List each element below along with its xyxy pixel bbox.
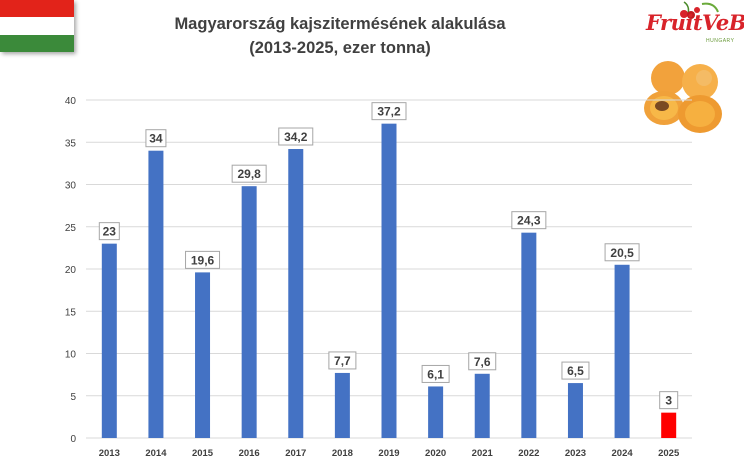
x-tick-label: 2016: [239, 448, 260, 459]
bar: [195, 272, 211, 438]
x-tick-label: 2013: [99, 448, 120, 459]
x-tick-label: 2015: [192, 448, 214, 459]
data-label-box: [98, 222, 120, 241]
chart-bars: [101, 123, 677, 438]
data-label-box: [511, 211, 547, 230]
logo-cherries-icon: [680, 1, 719, 19]
y-tick-label: 15: [65, 307, 77, 318]
data-label: 6,1: [427, 367, 444, 381]
bar: [241, 186, 257, 438]
y-tick-label: 5: [70, 392, 76, 403]
data-label-box: [371, 102, 407, 121]
data-label: 20,5: [610, 246, 634, 260]
x-axis: 2013 2014 2015 2016 2017 2018 2019 2020 2021 2022…: [99, 448, 680, 459]
data-label: 34,2: [284, 130, 308, 144]
y-tick-label: 25: [65, 223, 77, 234]
y-tick-label: 20: [65, 265, 77, 276]
data-label-box: [561, 361, 590, 380]
data-labels: 23 34 19,6 29,8 34,2 7,7 37,2 6,1 7,6 24,3 6,5 20,5…: [98, 102, 679, 410]
bar: [288, 149, 304, 438]
bar: [381, 123, 397, 438]
logo-tagline: HUNGARY: [706, 38, 735, 44]
data-label: 3: [665, 394, 672, 408]
bar: [521, 232, 537, 438]
x-tick-label: 2014: [145, 448, 167, 459]
chart-title: Magyarország kajszitermésének alakulása …: [150, 12, 530, 60]
hungarian-flag: [0, 0, 74, 52]
x-tick-label: 2019: [378, 448, 399, 459]
data-label-box: [145, 129, 167, 148]
data-label-box: [604, 243, 640, 262]
data-label-box: [328, 351, 357, 370]
bar: [567, 383, 583, 438]
y-tick-label: 30: [65, 181, 77, 192]
data-label: 7,6: [474, 355, 491, 369]
bar: [614, 264, 630, 438]
data-label: 7,7: [334, 354, 351, 368]
data-label: 29,8: [237, 167, 261, 181]
data-label-box: [185, 250, 221, 269]
bar: [474, 373, 490, 438]
data-label: 23: [103, 225, 117, 239]
y-tick-label: 0: [70, 434, 76, 445]
logo-wordmark: FruitVeB: [646, 10, 744, 35]
data-label-box: [231, 164, 267, 183]
x-tick-label: 2024: [612, 448, 634, 459]
data-label-box: [468, 352, 497, 371]
x-tick-label: 2025: [658, 448, 680, 459]
data-label: 19,6: [191, 253, 215, 267]
x-tick-label: 2018: [332, 448, 353, 459]
x-tick-label: 2021: [472, 448, 494, 459]
bar: [148, 150, 164, 438]
bar: [334, 372, 350, 438]
chart-title-line-1: Magyarország kajszitermésének alakulása: [174, 15, 506, 33]
data-label: 24,3: [517, 214, 541, 228]
data-label: 34: [149, 132, 163, 146]
x-tick-label: 2023: [565, 448, 586, 459]
y-axis: 0 5 10 15 20 25 30 35 40: [65, 96, 77, 445]
data-label-box: [421, 364, 450, 383]
fruitveb-logo: FruitVeB HUNGARY: [644, 0, 744, 48]
flag-stripe-red: [0, 0, 74, 18]
bar: [101, 243, 117, 438]
x-tick-label: 2022: [518, 448, 539, 459]
bar: [661, 412, 677, 438]
data-label: 6,5: [567, 364, 584, 378]
flag-stripe-green: [0, 34, 74, 52]
chart-title-line-2: (2013-2025, ezer tonna): [249, 39, 431, 57]
x-tick-label: 2020: [425, 448, 446, 459]
data-label-box: [278, 127, 314, 146]
y-tick-label: 35: [65, 138, 77, 149]
x-tick-label: 2017: [285, 448, 306, 459]
bar: [428, 386, 444, 438]
data-label-box: [659, 391, 679, 410]
y-tick-label: 10: [65, 350, 77, 361]
data-label: 37,2: [377, 105, 401, 119]
flag-stripe-white: [0, 17, 74, 35]
y-tick-label: 40: [65, 96, 77, 107]
